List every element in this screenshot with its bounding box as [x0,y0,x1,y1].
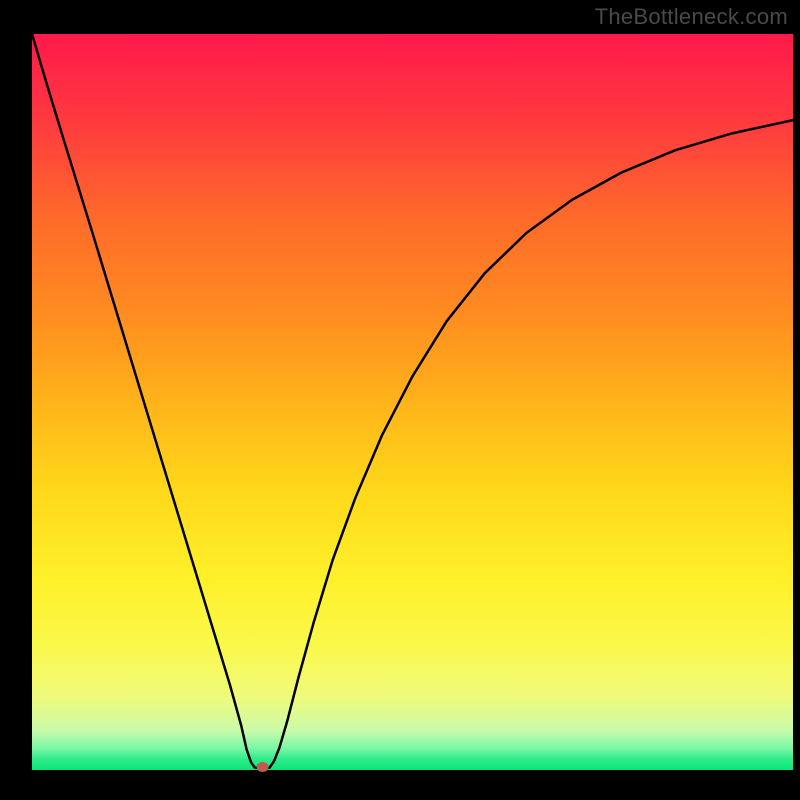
optimum-marker [257,762,269,772]
bottleneck-chart [0,0,800,800]
attribution-text: TheBottleneck.com [595,4,788,30]
plot-background [32,34,793,770]
chart-svg [0,0,800,800]
